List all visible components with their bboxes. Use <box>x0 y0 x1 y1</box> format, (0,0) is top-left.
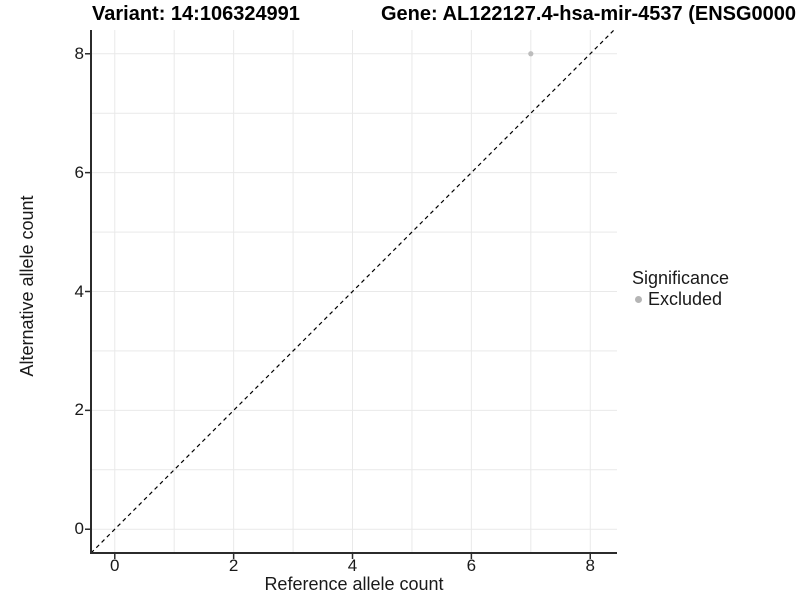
x-tick-label: 8 <box>585 556 595 575</box>
x-tick-label: 2 <box>228 556 239 575</box>
x-tick-label: 0 <box>110 556 120 575</box>
x-tick-label: 6 <box>466 556 477 575</box>
y-tick-label: 0 <box>74 519 84 539</box>
y-axis-label: Alternative allele count <box>17 195 37 377</box>
legend-point-icon <box>635 295 642 303</box>
legend-title: Significance <box>632 268 730 288</box>
variant-title: Variant: 14:106324991 <box>92 3 300 25</box>
data-point <box>528 51 534 57</box>
y-tick-label: 2 <box>74 400 84 420</box>
y-tick-label: 6 <box>74 162 84 182</box>
x-tick-label: 4 <box>347 556 358 575</box>
legend-entry-label: Excluded <box>648 288 723 309</box>
legend: Significance Excluded <box>632 267 729 309</box>
y-tick-label: 4 <box>74 281 84 301</box>
gene-title: Gene: AL122127.4-hsa-mir-4537 (ENSG0000 <box>381 3 797 25</box>
identity-dashed-line <box>90 29 615 554</box>
x-axis-label: Reference allele count <box>264 574 444 594</box>
plot-panel-canvas <box>85 29 617 559</box>
y-tick-label: 8 <box>74 43 84 63</box>
legend-entry-excluded: Excluded <box>632 289 729 309</box>
